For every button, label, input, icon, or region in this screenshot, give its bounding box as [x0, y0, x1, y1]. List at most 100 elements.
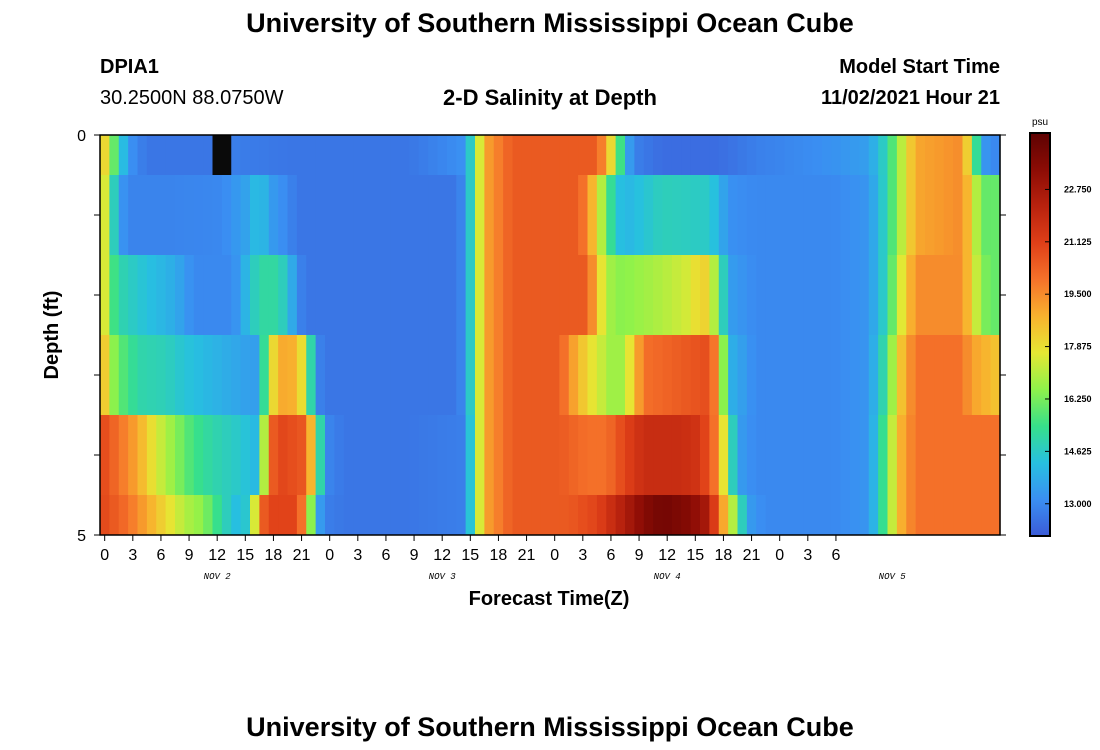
station-coordinates: 30.2500N 88.0750W	[100, 87, 284, 109]
heatmap-cell	[831, 415, 842, 495]
heatmap-cell	[803, 135, 814, 175]
heatmap-cell	[550, 175, 560, 255]
x-tick-label: 15	[461, 547, 479, 564]
heatmap-cell	[475, 255, 485, 335]
heatmap-cell	[118, 335, 129, 415]
heatmap-cell	[212, 335, 223, 415]
heatmap-cell	[812, 335, 823, 415]
heatmap-cell	[821, 135, 832, 175]
heatmap-cell	[878, 175, 889, 255]
heatmap-cell	[568, 255, 579, 335]
heatmap-cell	[390, 495, 401, 535]
heatmap-cell	[775, 415, 785, 495]
heatmap-cell	[315, 175, 326, 255]
heatmap-cell	[915, 255, 926, 335]
heatmap-cell	[559, 415, 570, 495]
heatmap-cell	[971, 415, 982, 495]
heatmap-cell	[353, 335, 364, 415]
heatmap-cell	[653, 495, 664, 535]
heatmap-cell	[390, 175, 401, 255]
heatmap-cell	[390, 255, 401, 335]
heatmap-cell	[428, 255, 439, 335]
heatmap-cell	[962, 495, 973, 535]
heatmap-cell	[203, 135, 214, 175]
heatmap-cell	[793, 335, 804, 415]
heatmap-cell	[240, 415, 251, 495]
x-tick-label: 18	[715, 547, 733, 564]
heatmap-cell	[371, 335, 382, 415]
heatmap-cell	[971, 255, 982, 335]
heatmap-cell	[662, 135, 673, 175]
heatmap-cell	[868, 135, 879, 175]
heatmap-cell	[775, 135, 785, 175]
heatmap-cell	[325, 415, 335, 495]
heatmap-cell	[868, 175, 879, 255]
heatmap-cell	[550, 495, 560, 535]
heatmap-cell	[456, 495, 467, 535]
heatmap-cell	[531, 175, 542, 255]
heatmap-cell	[118, 175, 129, 255]
heatmap-cell	[709, 135, 720, 175]
heatmap-cell	[446, 255, 457, 335]
heatmap-cell	[512, 175, 523, 255]
heatmap-cell	[934, 135, 945, 175]
heatmap-cell	[306, 495, 317, 535]
x-tick-label: 3	[578, 547, 587, 564]
heatmap-cell	[971, 335, 982, 415]
heatmap-cell	[128, 415, 139, 495]
colorbar-tick-label: 16.250	[1064, 394, 1092, 404]
heatmap-cell	[896, 335, 907, 415]
heatmap-cell	[700, 495, 710, 535]
y-axis: 05	[77, 128, 1006, 545]
heatmap-cell	[934, 175, 945, 255]
heatmap-cell	[156, 255, 167, 335]
heatmap-cell	[709, 495, 720, 535]
heatmap-cell	[643, 175, 654, 255]
heatmap-cell	[765, 335, 776, 415]
heatmap-cell	[915, 175, 926, 255]
heatmap-cell	[906, 415, 917, 495]
x-tick-label: 3	[353, 547, 362, 564]
heatmap-cell	[831, 135, 842, 175]
heatmap-cell	[278, 175, 289, 255]
heatmap-cell	[868, 495, 879, 535]
heatmap-cell	[184, 255, 195, 335]
heatmap-cell	[700, 135, 710, 175]
x-tick-label: 3	[128, 547, 137, 564]
x-tick-label: 6	[156, 547, 165, 564]
heatmap-cell	[878, 135, 889, 175]
heatmap-cell	[775, 335, 785, 415]
heatmap-cell	[540, 495, 551, 535]
heatmap-cell	[475, 335, 485, 415]
heatmap-cell	[653, 255, 664, 335]
heatmap-cell	[990, 135, 1001, 175]
x-tick-label: 21	[743, 547, 761, 564]
heatmap-cell	[334, 415, 345, 495]
x-tick-label: 0	[550, 547, 559, 564]
heatmap-cell	[362, 135, 373, 175]
heatmap-cell	[353, 495, 364, 535]
heatmap-cell	[718, 495, 729, 535]
heatmap-cell	[428, 495, 439, 535]
heatmap-cell	[596, 135, 607, 175]
heatmap-cell	[193, 335, 204, 415]
heatmap-cell	[221, 135, 232, 175]
x-tick-label: 6	[606, 547, 615, 564]
heatmap-cell	[671, 135, 682, 175]
heatmap-cell	[193, 415, 204, 495]
heatmap-cell	[278, 255, 289, 335]
heatmap-cell	[718, 335, 729, 415]
heatmap-cell	[634, 175, 645, 255]
heatmap-cell	[381, 495, 392, 535]
heatmap-cell	[887, 495, 898, 535]
heatmap-cell	[240, 175, 251, 255]
heatmap-cell	[100, 255, 110, 335]
heatmap-cell	[559, 175, 570, 255]
heatmap-cell	[437, 495, 448, 535]
heatmap-cell	[859, 495, 870, 535]
heatmap-cell	[212, 175, 223, 255]
heatmap-cell	[221, 495, 232, 535]
y-tick-label: 5	[77, 528, 86, 545]
heatmap-cell	[325, 335, 335, 415]
heatmap-cell	[146, 175, 157, 255]
